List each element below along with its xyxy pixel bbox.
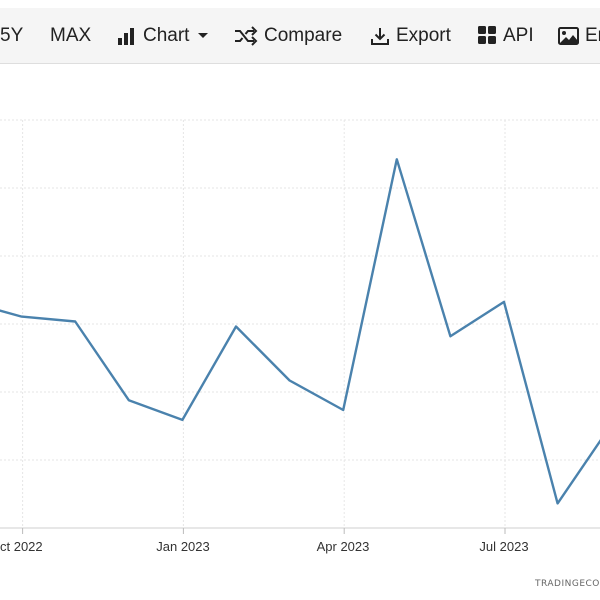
- x-axis-ticks: [22, 528, 506, 534]
- compare-button[interactable]: Compare: [234, 8, 342, 63]
- range-max-label: MAX: [50, 24, 92, 46]
- chevron-down-icon: [198, 33, 209, 38]
- tick-label-jul-2023: Jul 2023: [479, 539, 528, 554]
- tick-label-apr-2023: Apr 2023: [317, 539, 370, 554]
- range-max-button[interactable]: MAX: [50, 8, 91, 63]
- tick-label-jan-2023: Jan 2023: [156, 539, 210, 554]
- chart-area: ct 2022 Jan 2023 Apr 2023 Jul 2023 TRADI…: [0, 64, 600, 600]
- image-icon: [558, 26, 585, 45]
- series-points: [21, 159, 558, 504]
- range-5y-button[interactable]: 5Y: [0, 8, 23, 63]
- shuffle-icon: [234, 25, 264, 46]
- embed-button[interactable]: Em: [558, 8, 600, 63]
- download-icon: [370, 26, 396, 46]
- chart-type-label: Chart: [143, 24, 190, 46]
- embed-label: Em: [585, 24, 600, 46]
- export-button[interactable]: Export: [370, 8, 451, 63]
- range-5y-label: 5Y: [0, 24, 24, 46]
- horizontal-gridlines: [0, 119, 600, 529]
- api-label: API: [503, 24, 534, 46]
- vertical-gridlines: [22, 120, 506, 528]
- export-label: Export: [396, 24, 451, 46]
- api-button[interactable]: API: [478, 8, 534, 63]
- watermark: TRADINGECO: [534, 579, 600, 589]
- compare-label: Compare: [264, 24, 343, 46]
- grid-icon: [478, 26, 503, 45]
- bar-chart-icon: [117, 27, 143, 45]
- toolbar: 5Y MAX Chart Compare: [0, 8, 600, 64]
- chart-type-button[interactable]: Chart: [117, 8, 209, 63]
- line-chart: ct 2022 Jan 2023 Apr 2023 Jul 2023 TRADI…: [0, 119, 600, 589]
- series-line: [0, 158, 600, 505]
- tick-label-oct-2022: ct 2022: [0, 539, 43, 554]
